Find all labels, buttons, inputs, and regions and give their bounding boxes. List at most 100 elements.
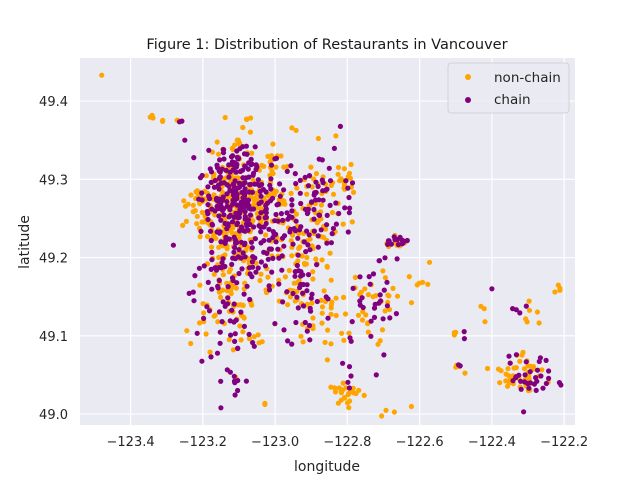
data-point [236,214,242,220]
data-point [533,387,539,393]
data-point [346,385,352,391]
data-point [482,319,488,325]
data-point [186,290,192,296]
data-point [324,240,330,246]
data-point [250,218,256,224]
data-point [518,386,524,392]
data-point [216,254,222,261]
data-point [290,241,296,247]
data-point [380,268,386,274]
data-point [519,352,525,358]
data-point [298,269,304,275]
data-point [235,377,241,384]
data-point [207,166,213,172]
data-point [543,357,549,363]
data-point [341,294,347,300]
data-point [300,281,306,288]
data-point [196,265,202,271]
data-point [293,218,299,224]
data-point [509,306,516,312]
data-point [214,139,220,145]
data-point [226,236,232,242]
data-point [318,227,324,233]
data-point [333,133,339,139]
data-point [224,191,230,197]
data-point [346,210,352,216]
data-point [346,405,352,411]
data-point [208,237,214,244]
x-axis-ticks: −123.4 −123.2 −123.0 −122.8 −122.6 −122.4 −122… [107,435,589,450]
data-point [368,318,374,324]
data-point [231,301,237,307]
data-point [240,329,246,335]
data-point [306,173,313,179]
data-point [390,285,396,291]
data-point [386,293,392,299]
data-point [332,385,338,391]
data-point [536,320,542,326]
data-point [314,220,320,226]
data-point [320,197,326,203]
data-point [317,212,323,218]
legend: non-chain chain [447,62,570,114]
y-tick-label: 49.1 [39,330,68,345]
data-point [543,380,550,387]
data-point [250,206,257,212]
data-point [218,239,224,245]
data-point [275,201,281,207]
data-point [251,201,257,208]
data-point [335,164,342,170]
data-point [247,296,253,303]
data-point [199,209,205,215]
data-point [204,233,211,240]
data-point [232,331,238,337]
data-point [183,218,189,224]
data-point [383,407,389,413]
data-point [247,129,253,135]
data-point [259,181,265,188]
data-point [263,214,269,220]
data-point [252,181,258,187]
data-point [241,204,247,210]
data-point [246,203,252,209]
data-point [232,142,238,148]
data-point [304,191,310,197]
data-point [221,212,227,218]
data-point [382,255,388,261]
data-point [349,180,356,186]
data-point [205,216,211,223]
data-point [270,141,276,147]
data-point [250,254,256,260]
data-point [318,297,324,303]
data-point [319,320,325,326]
data-point [294,262,300,269]
data-point [489,286,495,292]
data-point [336,210,342,217]
data-point [289,253,295,259]
data-point [245,217,251,223]
data-point [511,365,517,371]
data-point [321,288,327,294]
data-point [262,263,268,269]
data-point [219,319,225,325]
data-point [330,225,336,232]
data-point [203,331,209,337]
data-point [252,144,258,150]
data-point [327,202,333,208]
data-point [516,372,522,378]
data-point [384,279,390,285]
data-point [192,273,198,279]
data-point [353,390,359,397]
data-point [230,255,236,261]
data-point [240,124,246,131]
data-point [349,219,355,225]
data-point [310,315,316,321]
data-point [270,255,276,261]
data-point [302,174,308,180]
data-point [327,178,334,184]
data-point [301,239,307,245]
data-point [352,274,358,280]
data-point [236,180,242,186]
data-point [226,174,232,180]
data-point [313,189,319,196]
